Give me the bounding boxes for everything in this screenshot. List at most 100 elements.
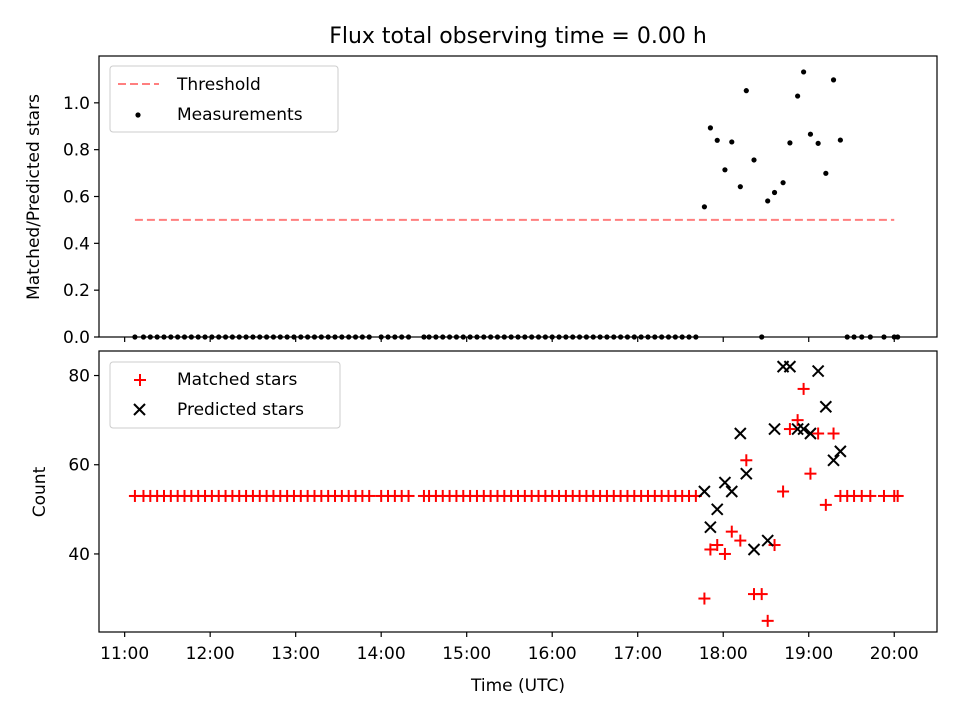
measurement-point bbox=[737, 184, 743, 190]
measurement-point bbox=[707, 125, 713, 131]
count-ytick-label: 60 bbox=[68, 456, 90, 476]
matched-star-point bbox=[864, 489, 877, 502]
measurement-point bbox=[765, 198, 771, 204]
ratio-ytick-label: 0.8 bbox=[63, 141, 90, 161]
matched-star-point bbox=[797, 382, 810, 395]
matched-star-point bbox=[718, 547, 731, 560]
measurement-point bbox=[795, 93, 801, 99]
measurement-point bbox=[787, 140, 793, 146]
measurement-point bbox=[807, 131, 814, 137]
matched-star-point bbox=[761, 614, 774, 627]
count-x-ticks: 11:00 12:00 13:00 14:00 15:00 16:00 17:00 18:00… bbox=[100, 632, 919, 664]
measurement-point bbox=[771, 189, 778, 196]
measurement-point bbox=[780, 180, 786, 186]
count-y-ticks: 40 60 80 bbox=[68, 367, 99, 565]
matched-star-point bbox=[740, 454, 753, 467]
matched-star-point bbox=[698, 592, 711, 605]
predicted-star-point bbox=[804, 427, 817, 440]
matched-star-point bbox=[777, 485, 790, 498]
count-points bbox=[128, 360, 904, 627]
legend-matched-swatch bbox=[134, 374, 146, 386]
measurement-point bbox=[801, 69, 807, 75]
measurement-point bbox=[751, 157, 757, 163]
measurement-point bbox=[815, 140, 821, 146]
matched-star-point bbox=[402, 489, 415, 502]
count-xtick-label: 11:00 bbox=[100, 644, 149, 664]
count-xlabel: Time (UTC) bbox=[470, 676, 565, 696]
count-legend-box bbox=[109, 361, 341, 429]
predicted-star-point bbox=[761, 534, 774, 547]
measurement-point bbox=[823, 170, 829, 176]
chart-title: Flux total observing time = 0.00 h bbox=[329, 24, 707, 49]
predicted-star-point bbox=[704, 520, 717, 534]
count-legend: Matched stars Predicted stars bbox=[109, 361, 341, 429]
matched-star-point bbox=[704, 543, 717, 556]
predicted-star-point bbox=[718, 476, 732, 489]
matched-star-point bbox=[725, 525, 738, 538]
ratio-legend: Threshold Measurements bbox=[109, 65, 339, 133]
measurement-point bbox=[701, 204, 708, 210]
predicted-star-point bbox=[834, 445, 847, 458]
measurement-point bbox=[714, 137, 720, 143]
matched-star-point bbox=[783, 423, 796, 436]
legend-measurements-swatch bbox=[135, 112, 141, 118]
ratio-ytick-label: 0.4 bbox=[63, 234, 90, 254]
ratio-ylabel: Matched/Predicted stars bbox=[24, 94, 44, 300]
count-ytick-label: 80 bbox=[68, 367, 90, 387]
count-xtick-label: 13:00 bbox=[271, 644, 320, 664]
matched-star-point bbox=[827, 427, 840, 440]
count-ytick-label: 40 bbox=[68, 545, 90, 565]
count-xtick-label: 12:00 bbox=[186, 644, 235, 664]
matched-star-point bbox=[768, 539, 781, 552]
count-xtick-label: 18:00 bbox=[699, 644, 748, 664]
ratio-panel: Matched/Predicted stars 0.0 0.2 0.4 0.6 0.8 1… bbox=[24, 55, 938, 348]
predicted-star-point bbox=[811, 364, 825, 378]
predicted-star-point bbox=[783, 360, 797, 373]
matched-star-point bbox=[804, 467, 817, 480]
ratio-y-ticks: 0.0 0.2 0.4 0.6 0.8 1.0 bbox=[63, 94, 99, 348]
legend-threshold-label: Threshold bbox=[176, 75, 261, 95]
matched-star-point bbox=[812, 427, 825, 440]
ratio-ytick-label: 0.0 bbox=[63, 328, 90, 348]
count-axes-frame bbox=[98, 350, 938, 633]
predicted-star-point bbox=[768, 422, 781, 436]
matched-star-point bbox=[734, 534, 747, 547]
legend-predicted-swatch bbox=[133, 403, 146, 416]
measurement-point bbox=[729, 139, 735, 145]
predicted-star-point bbox=[819, 400, 833, 413]
predicted-star-point bbox=[711, 503, 724, 516]
predicted-star-point bbox=[740, 467, 753, 480]
predicted-star-point bbox=[734, 427, 747, 440]
matched-star-point bbox=[755, 588, 768, 601]
count-xtick-label: 15:00 bbox=[442, 644, 491, 664]
ratio-legend-box bbox=[109, 65, 339, 133]
legend-measurements-label: Measurements bbox=[177, 105, 303, 125]
matched-star-point bbox=[877, 489, 890, 502]
measurement-point bbox=[837, 137, 843, 143]
matched-star-point bbox=[711, 539, 724, 552]
predicted-star-point bbox=[725, 485, 738, 498]
predicted-star-point bbox=[747, 543, 761, 556]
predicted-star-point bbox=[698, 485, 711, 498]
count-xtick-label: 19:00 bbox=[784, 644, 833, 664]
count-xtick-label: 14:00 bbox=[357, 644, 406, 664]
ratio-ytick-label: 1.0 bbox=[63, 94, 90, 114]
count-xtick-label: 16:00 bbox=[528, 644, 577, 664]
count-ylabel: Count bbox=[30, 466, 50, 517]
count-xtick-label: 17:00 bbox=[613, 644, 662, 664]
ratio-ytick-label: 0.6 bbox=[63, 188, 90, 208]
predicted-star-point bbox=[797, 422, 810, 436]
measurement-point bbox=[830, 77, 837, 83]
ratio-ytick-label: 0.2 bbox=[63, 281, 90, 301]
measurement-point bbox=[743, 88, 749, 94]
legend-predicted-label: Predicted stars bbox=[177, 400, 304, 420]
matched-star-point bbox=[363, 489, 376, 502]
measurement-point bbox=[722, 167, 728, 173]
count-xtick-label: 20:00 bbox=[870, 644, 919, 664]
predicted-star-point bbox=[827, 454, 840, 467]
matched-star-point bbox=[891, 489, 904, 502]
ratio-axes-frame bbox=[98, 55, 938, 338]
legend-matched-label: Matched stars bbox=[177, 370, 297, 390]
